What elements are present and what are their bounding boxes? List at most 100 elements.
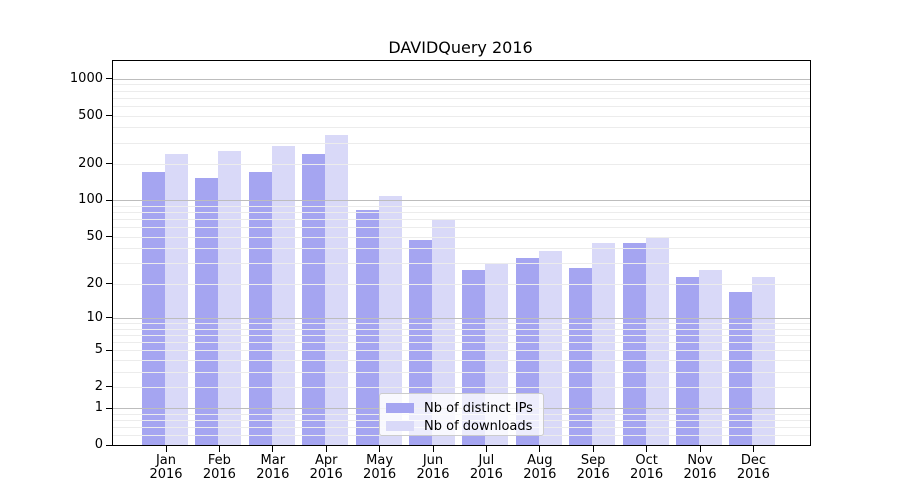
y-tick-mark	[106, 349, 113, 351]
x-tick-label: Oct 2016	[615, 454, 679, 482]
gridline-minor	[113, 219, 810, 221]
x-tick-label: Jan 2016	[134, 454, 198, 482]
x-tick-label: Mar 2016	[241, 454, 305, 482]
y-tick-mark	[106, 407, 113, 409]
y-tick-mark	[106, 444, 113, 446]
bar-distinct-ips	[142, 171, 165, 445]
x-tick-year: 2016	[469, 467, 503, 482]
x-tick-month: May	[366, 453, 394, 468]
bar-distinct-ips	[569, 268, 593, 445]
y-tick-label: 50	[86, 228, 103, 244]
x-tick-mark	[218, 446, 220, 452]
x-tick-label: Feb 2016	[187, 454, 251, 482]
x-tick-year: 2016	[309, 467, 343, 482]
bar-distinct-ips	[195, 178, 219, 445]
gridline-minor	[113, 105, 810, 107]
bar-distinct-ips	[248, 171, 272, 445]
x-tick-month: Feb	[207, 453, 231, 468]
y-tick-mark	[106, 236, 113, 238]
gridline-major	[113, 78, 810, 80]
gridline-minor	[113, 90, 810, 92]
x-tick-year: 2016	[202, 467, 236, 482]
bar-distinct-ips	[622, 243, 646, 445]
x-tick-mark	[379, 446, 381, 452]
x-tick-label: Nov 2016	[668, 454, 732, 482]
y-tick-mark	[106, 283, 113, 285]
y-tick-label: 500	[78, 107, 103, 123]
x-tick-label: Apr 2016	[294, 454, 358, 482]
x-tick-month: Oct	[635, 453, 658, 468]
x-tick-mark	[592, 446, 594, 452]
gridline-minor	[113, 127, 810, 129]
x-tick-label: May 2016	[348, 454, 412, 482]
legend-swatch	[386, 403, 414, 413]
x-tick-month: Nov	[687, 453, 713, 468]
bar-downloads	[432, 219, 455, 445]
gridline-minor	[113, 142, 810, 144]
x-tick-year: 2016	[363, 467, 397, 482]
x-tick-month: Jan	[155, 453, 177, 468]
x-tick-mark	[325, 446, 327, 452]
y-tick-mark	[106, 199, 113, 201]
y-tick-label: 5	[94, 342, 103, 358]
gridline-minor	[113, 163, 810, 165]
legend-swatch	[386, 421, 414, 431]
x-tick-mark	[485, 446, 487, 452]
bar-downloads	[592, 243, 616, 445]
y-tick-mark	[106, 115, 113, 116]
legend-entry: Nb of downloads	[386, 417, 543, 435]
x-tick-label: Jun 2016	[401, 454, 465, 482]
chart-title: DAVIDQuery 2016	[388, 38, 533, 57]
legend-label: Nb of downloads	[424, 418, 533, 434]
gridline-minor	[113, 359, 810, 361]
x-tick-mark	[432, 446, 434, 452]
bar-downloads	[378, 196, 402, 445]
gridline-minor	[113, 328, 810, 330]
x-tick-label: Sep 2016	[561, 454, 625, 482]
x-tick-month: Mar	[260, 453, 286, 468]
x-tick-month: Sep	[580, 453, 606, 468]
x-tick-year: 2016	[576, 467, 610, 482]
gridline-minor	[113, 84, 810, 86]
gridline-minor	[113, 97, 810, 99]
gridline-minor	[113, 334, 810, 336]
x-tick-mark	[272, 446, 274, 452]
gridline-minor	[113, 262, 810, 264]
x-tick-year: 2016	[416, 467, 450, 482]
x-tick-month: Jul	[478, 453, 495, 468]
gridline-minor	[113, 283, 810, 285]
legend-label: Nb of distinct IPs	[424, 400, 533, 416]
gridline-minor	[113, 212, 810, 214]
x-tick-mark	[539, 446, 541, 452]
x-tick-mark	[165, 446, 167, 452]
legend-entry: Nb of distinct IPs	[386, 399, 543, 417]
gridline-minor	[113, 322, 810, 324]
x-tick-year: 2016	[149, 467, 183, 482]
gridline-minor	[113, 205, 810, 207]
x-tick-year: 2016	[683, 467, 717, 482]
y-tick-mark	[106, 317, 113, 319]
x-tick-mark	[752, 446, 754, 452]
gridline-minor	[113, 248, 810, 250]
x-tick-label: Aug 2016	[508, 454, 572, 482]
x-tick-mark	[699, 446, 701, 452]
x-tick-label: Dec 2016	[721, 454, 785, 482]
bar-distinct-ips	[729, 291, 753, 445]
y-tick-label: 100	[78, 192, 103, 208]
x-tick-year: 2016	[256, 467, 290, 482]
bar-downloads	[645, 236, 669, 445]
y-tick-label: 1000	[69, 70, 103, 86]
y-tick-label: 20	[86, 275, 103, 291]
bar-distinct-ips	[302, 154, 326, 445]
y-tick-label: 200	[78, 155, 103, 171]
x-tick-month: Apr	[314, 453, 338, 468]
x-tick-month: Aug	[527, 453, 553, 468]
y-tick-label: 1	[94, 400, 103, 416]
plot-area	[112, 60, 811, 446]
gridline-major	[113, 317, 810, 319]
gridline-minor	[113, 386, 810, 388]
gridline-minor	[113, 236, 810, 238]
x-tick-label: Jul 2016	[454, 454, 518, 482]
gridline-minor	[113, 371, 810, 373]
